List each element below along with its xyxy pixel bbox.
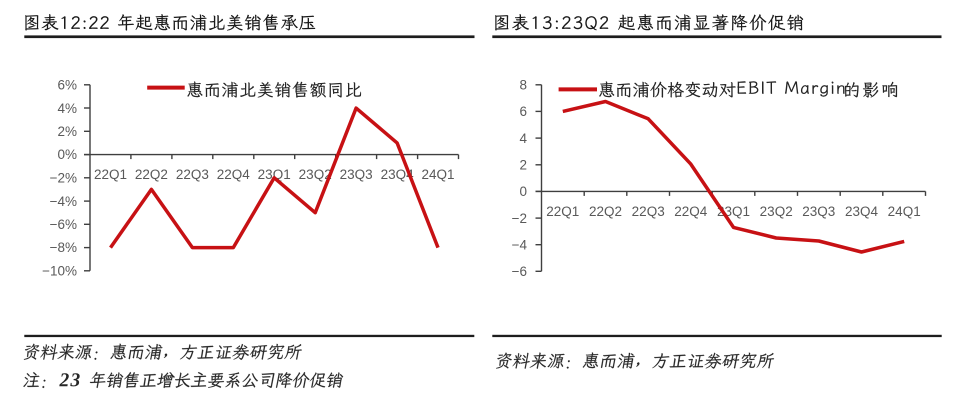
svg-text:24Q1: 24Q1 [888, 204, 921, 219]
svg-text:24Q1: 24Q1 [421, 167, 454, 182]
svg-text:−2%: −2% [50, 171, 77, 186]
svg-text:−8%: −8% [50, 240, 77, 255]
svg-text:22Q3: 22Q3 [632, 204, 665, 219]
svg-text:23Q4: 23Q4 [845, 204, 879, 219]
svg-text:0: 0 [519, 184, 527, 199]
svg-text:22Q1: 22Q1 [546, 204, 579, 219]
svg-text:23Q4: 23Q4 [381, 167, 415, 182]
svg-text:4%: 4% [57, 101, 77, 116]
svg-text:−10%: −10% [42, 264, 77, 279]
svg-text:−6: −6 [512, 264, 527, 279]
svg-text:6: 6 [519, 104, 527, 119]
svg-text:2: 2 [519, 157, 527, 172]
svg-text:6%: 6% [57, 78, 77, 93]
svg-text:−6%: −6% [50, 217, 77, 232]
svg-text:22Q3: 22Q3 [176, 167, 209, 182]
svg-text:23Q2: 23Q2 [299, 167, 332, 182]
svg-text:22Q4: 22Q4 [674, 204, 708, 219]
svg-text:−2: −2 [512, 211, 527, 226]
svg-text:23Q1: 23Q1 [258, 167, 291, 182]
svg-text:23Q2: 23Q2 [760, 204, 793, 219]
svg-text:−4%: −4% [50, 194, 77, 209]
svg-text:22Q4: 22Q4 [217, 167, 251, 182]
svg-text:−4: −4 [512, 237, 528, 252]
svg-text:22Q2: 22Q2 [135, 167, 168, 182]
svg-text:22Q1: 22Q1 [94, 167, 127, 182]
svg-text:2%: 2% [57, 124, 77, 139]
svg-text:23Q3: 23Q3 [802, 204, 835, 219]
svg-text:22Q2: 22Q2 [589, 204, 622, 219]
svg-text:8: 8 [519, 78, 527, 93]
svg-text:23Q3: 23Q3 [340, 167, 373, 182]
svg-text:0%: 0% [57, 147, 77, 162]
svg-text:4: 4 [519, 131, 527, 146]
